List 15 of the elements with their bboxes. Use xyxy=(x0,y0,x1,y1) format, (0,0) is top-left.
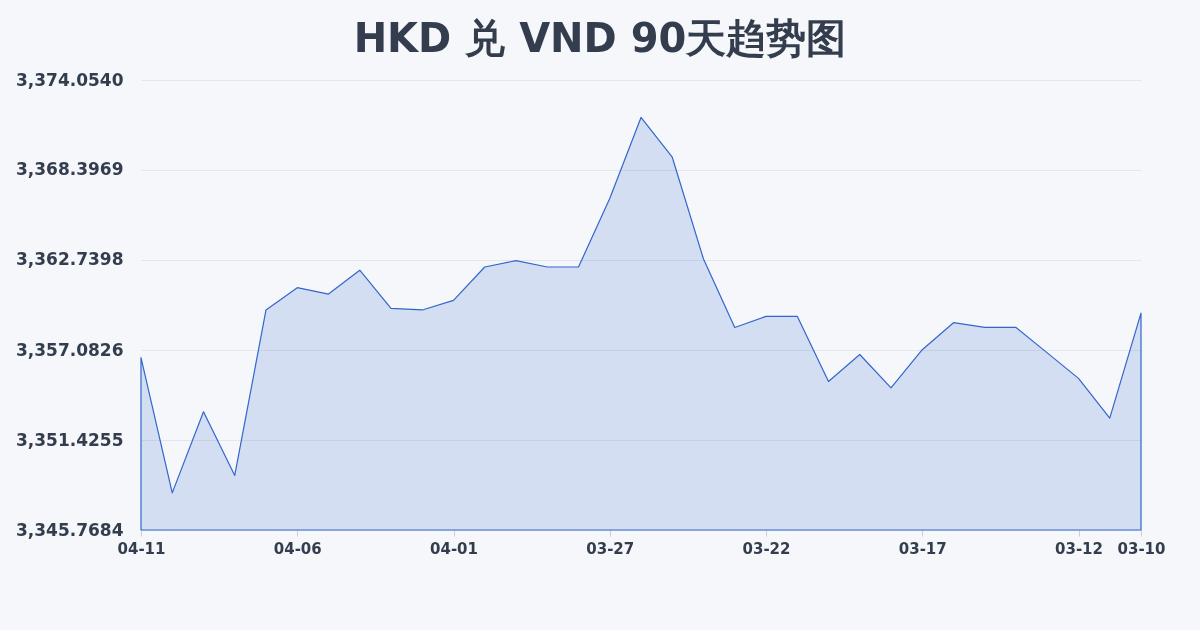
y-tick-label: 3,362.7398 xyxy=(15,249,124,270)
y-tick-label: 3,351.4255 xyxy=(15,429,124,450)
y-tick-label: 3,345.7684 xyxy=(15,519,124,540)
x-tick-label: 04-06 xyxy=(273,539,322,558)
x-tick-label: 04-01 xyxy=(430,539,478,558)
y-tick-label: 3,374.0540 xyxy=(15,69,124,90)
x-tick-label: 03-10 xyxy=(1117,539,1166,558)
x-tick-label: 03-27 xyxy=(586,539,635,558)
y-tick-label: 3,368.3969 xyxy=(15,159,124,180)
x-tick-label: 03-17 xyxy=(898,539,947,558)
y-tick-label: 3,357.0826 xyxy=(15,339,124,360)
x-tick-label: 03-22 xyxy=(742,539,791,558)
chart-title: HKD 兑 VND 90天趋势图 xyxy=(353,15,847,61)
x-tick-label: 04-11 xyxy=(117,539,166,558)
x-tick-label: 03-12 xyxy=(1055,539,1103,558)
